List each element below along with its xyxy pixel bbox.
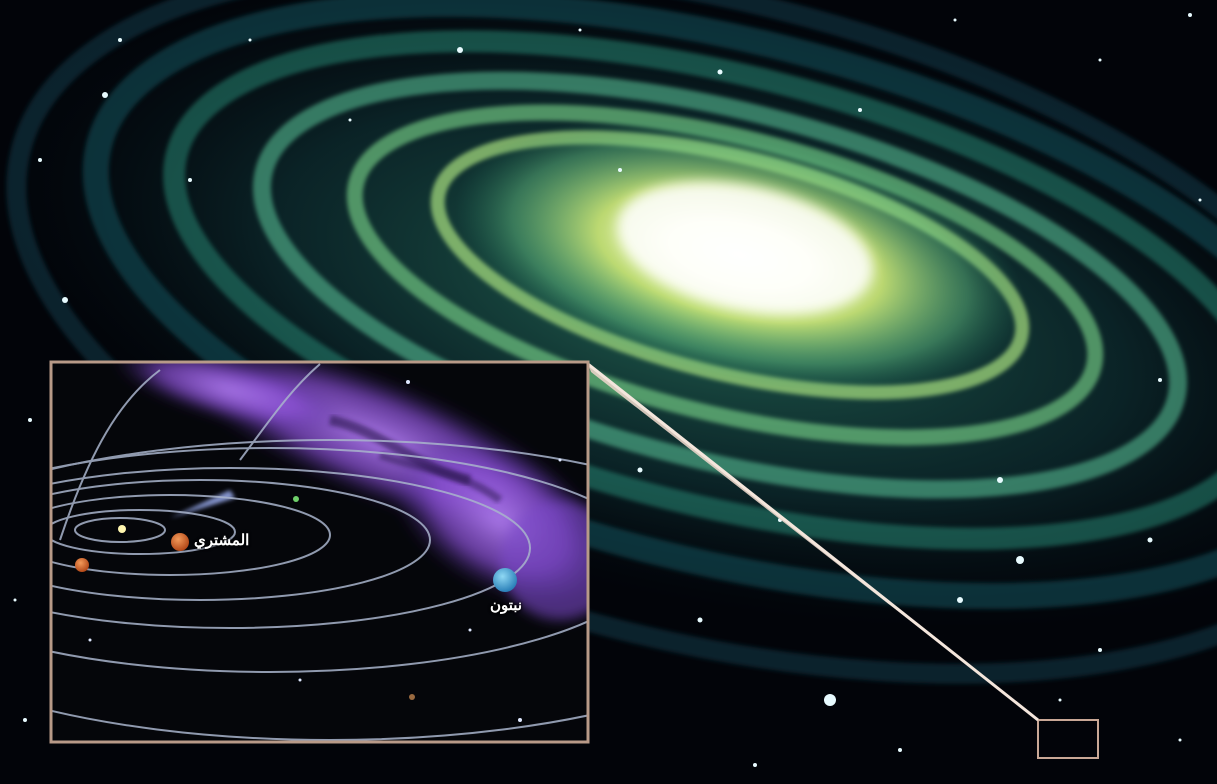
small-planet (409, 694, 415, 700)
star-field (13, 13, 1202, 767)
zoom-region-box (1037, 719, 1099, 759)
jupiter-label: المشتري (194, 531, 250, 549)
planetary-orbits (51, 363, 588, 741)
jupiter-planet (171, 533, 189, 551)
solar-system-inset (49, 360, 590, 744)
neptune-label: نبتون (490, 596, 522, 614)
small-planet (293, 496, 299, 502)
sun (118, 525, 126, 533)
orange-planet (75, 558, 89, 572)
neptune-planet (493, 568, 517, 592)
